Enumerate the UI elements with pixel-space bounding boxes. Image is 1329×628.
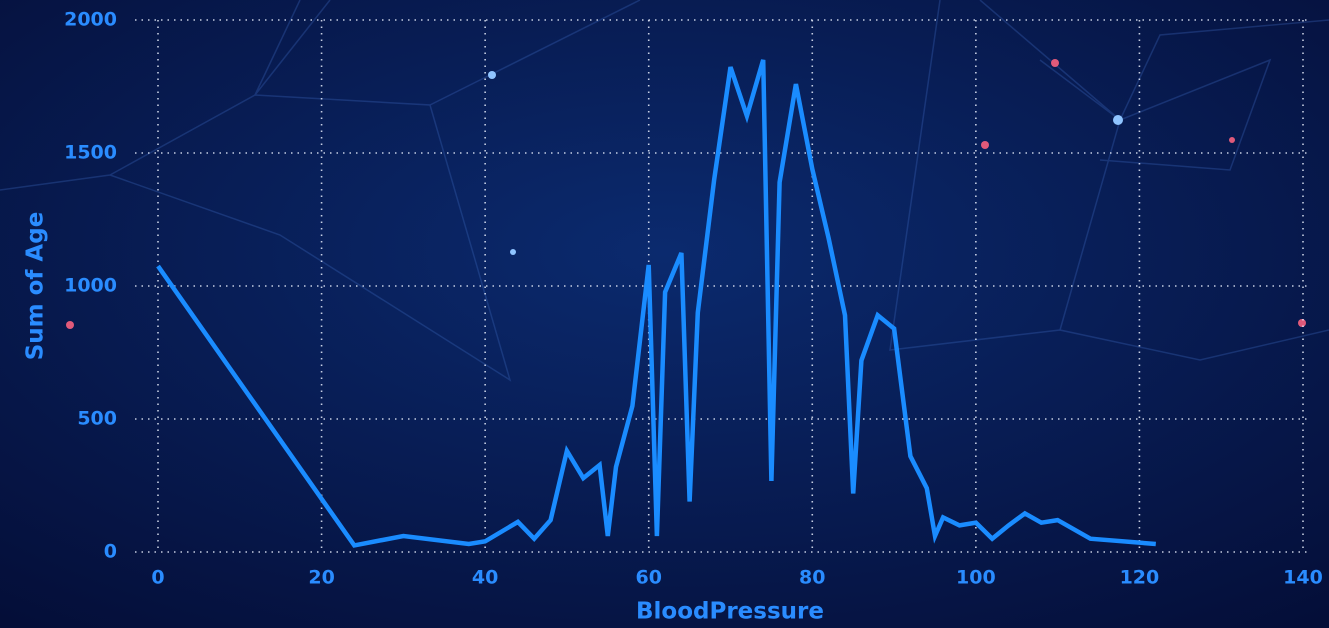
x-tick-label: 80: [799, 567, 825, 589]
y-tick-label: 500: [77, 408, 117, 430]
data-line: [156, 59, 1156, 548]
y-tick-label: 0: [104, 541, 117, 563]
x-tick-label: 0: [151, 567, 164, 589]
x-tick-label: 120: [1120, 567, 1160, 589]
y-tick-label: 2000: [64, 9, 117, 31]
x-tick-label: 140: [1283, 567, 1323, 589]
x-tick-label: 60: [635, 567, 661, 589]
y-axis-title: Sum of Age: [23, 212, 49, 361]
x-axis-title: BloodPressure: [636, 599, 824, 625]
x-tick-label: 100: [956, 567, 996, 589]
y-tick-label: 1000: [64, 275, 117, 297]
x-tick-label: 20: [308, 567, 334, 589]
x-tick-label: 40: [472, 567, 498, 589]
decoration-dots: [66, 59, 1306, 329]
y-tick-label: 1500: [64, 142, 117, 164]
